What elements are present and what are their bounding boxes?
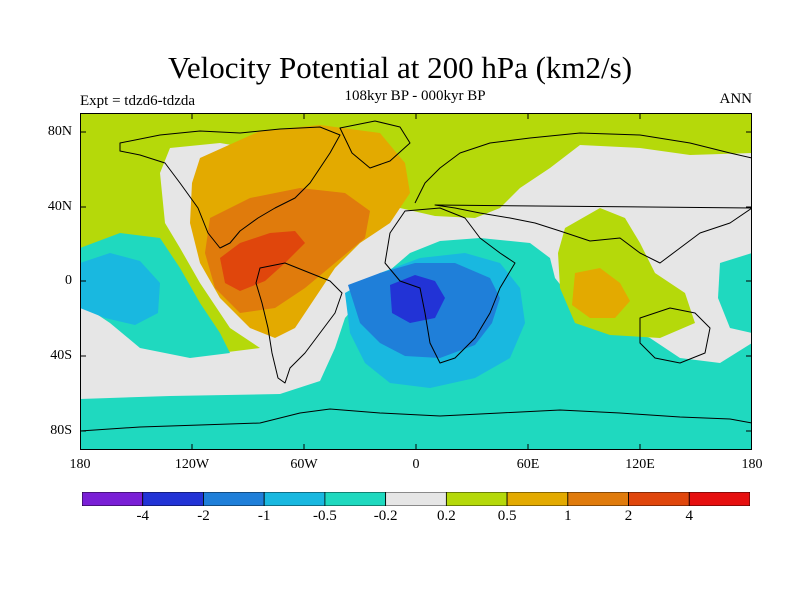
colorbar-swatch: [142, 492, 204, 506]
colorbar-label: 0.5: [497, 508, 517, 524]
lon-tick-label: 60E: [516, 457, 540, 472]
colorbar-label: 2: [624, 508, 633, 524]
chart-subtitle: 108kyr BP - 000kyr BP: [344, 88, 486, 104]
lat-tick-label: 80S: [50, 423, 72, 438]
lat-tick-label: 80N: [47, 124, 72, 139]
colorbar-swatch: [628, 492, 690, 506]
colorbar-label: -4: [136, 508, 149, 524]
colorbar-swatch: [263, 492, 326, 506]
lon-tick-label: 120W: [174, 457, 210, 472]
axis-ticks: [80, 113, 752, 450]
coast-antarctica: [80, 408, 752, 432]
colorbar-swatch: [567, 492, 629, 506]
lat-tick-label: 40N: [47, 199, 72, 214]
lon-tick-label: 120E: [625, 457, 655, 472]
colorbar-label: 1: [564, 508, 572, 524]
field-lobe-asia-0.5: [572, 268, 630, 318]
chart-title: Velocity Potential at 200 hPa (km2/s): [167, 50, 633, 85]
coast-africa: [384, 207, 516, 364]
lon-tick-label: 0: [412, 457, 420, 472]
lon-tick-label: 180: [69, 457, 91, 472]
colorbar-swatch: [688, 492, 750, 506]
colorbar-swatch: [82, 492, 144, 506]
colorbar-swatch: [385, 492, 447, 506]
coast-greenland: [339, 120, 411, 169]
coast-australia: [639, 307, 711, 364]
velocity-potential-map: [80, 113, 752, 450]
field-lobe-americas-2: [220, 231, 305, 291]
colorbar-label: -0.2: [373, 508, 398, 524]
colorbar-label: -1: [257, 508, 271, 524]
colorbar: [82, 492, 750, 506]
colorbar-label: -2: [197, 508, 210, 524]
colorbar-swatch: [324, 492, 387, 506]
season-label: ANN: [719, 91, 753, 107]
colorbar-label: 4: [685, 508, 694, 524]
lon-tick-label: 180: [741, 457, 763, 472]
field-lobe-africa--2: [390, 275, 445, 323]
colorbar-swatch: [203, 492, 265, 506]
lat-tick-label: 0: [65, 273, 72, 288]
field-patch-pacific-negative-2: [80, 253, 160, 325]
colorbar-label: 0.2: [436, 508, 456, 524]
coast-south-america: [255, 262, 343, 384]
experiment-label: Expt = tdzd6-tdzda: [80, 93, 196, 109]
coast-eurasia: [414, 132, 752, 264]
lon-tick-label: 60W: [290, 457, 318, 472]
lat-tick-label: 40S: [50, 348, 72, 363]
coast-north-america: [119, 126, 341, 249]
colorbar-swatch: [506, 492, 569, 506]
field-patch-west-pacific: [718, 253, 752, 333]
colorbar-label: -0.5: [313, 508, 337, 524]
coastlines: [80, 120, 752, 432]
colorbar-swatch: [445, 492, 508, 506]
